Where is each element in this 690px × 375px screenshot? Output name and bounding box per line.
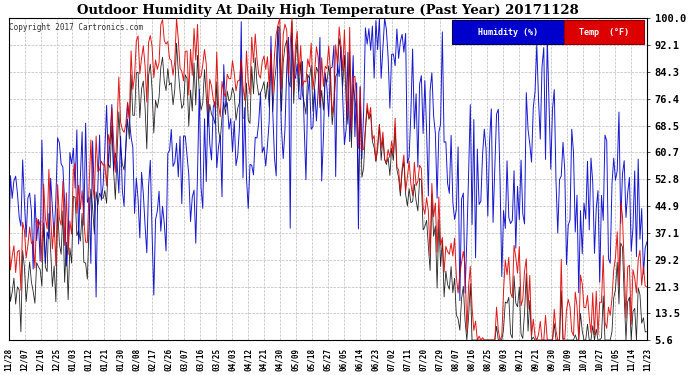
- Title: Outdoor Humidity At Daily High Temperature (Past Year) 20171128: Outdoor Humidity At Daily High Temperatu…: [77, 4, 579, 17]
- FancyBboxPatch shape: [564, 20, 644, 44]
- Text: Copyright 2017 Cartronics.com: Copyright 2017 Cartronics.com: [9, 23, 144, 32]
- Text: Temp  (°F): Temp (°F): [578, 28, 629, 37]
- FancyBboxPatch shape: [452, 20, 564, 44]
- Text: Humidity (%): Humidity (%): [477, 28, 538, 37]
